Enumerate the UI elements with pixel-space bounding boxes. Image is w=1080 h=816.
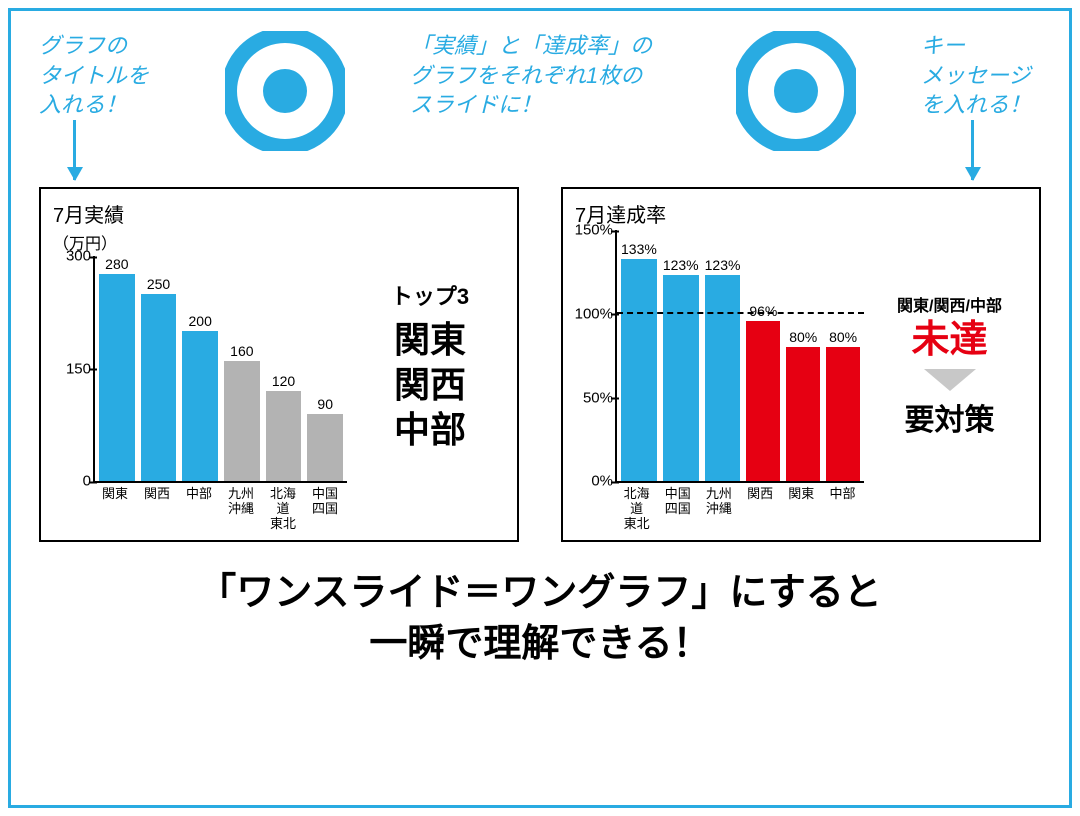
bar-value-label: 123% bbox=[705, 257, 741, 273]
chart1-msg-line: 関東 bbox=[394, 317, 466, 362]
bar-value-label: 80% bbox=[789, 329, 817, 345]
bullseye-icon bbox=[736, 31, 856, 151]
annotation-middle: 「実績」と「達成率」の グラフをそれぞれ1枚の スライドに！ bbox=[410, 31, 670, 120]
chart2-bars: 133% 123% 123% 96% 80% 80% bbox=[617, 230, 864, 481]
main-frame: グラフの タイトルを 入れる！ 「実績」と「達成率」の グラフをそれぞれ1枚の … bbox=[8, 8, 1072, 808]
chart1-msg-line: 関西 bbox=[394, 362, 466, 407]
bar-rect bbox=[99, 274, 135, 481]
annotation-left-text: グラフの タイトルを 入れる！ bbox=[39, 31, 159, 120]
annotation-middle-text: 「実績」と「達成率」の グラフをそれぞれ1枚の スライドに！ bbox=[410, 31, 670, 120]
ytick-label: 0 bbox=[47, 473, 91, 490]
chart1-subtitle: （万円） bbox=[53, 230, 347, 254]
chart1-bars: 280 250 200 160 120 90 bbox=[95, 256, 347, 481]
chart-slide-results: 7月実績 （万円） 28025020016012090 3001500 関東関西… bbox=[39, 187, 519, 542]
xlabel: 中部 bbox=[181, 487, 217, 532]
xlabel: 関東 bbox=[97, 487, 133, 532]
bar-rect bbox=[621, 259, 657, 482]
bar: 250 bbox=[141, 256, 177, 481]
arrow-down-right-icon bbox=[971, 120, 974, 180]
annotation-right: キー メッセージ を入れる！ bbox=[921, 31, 1041, 185]
xlabel: 九州 沖縄 bbox=[223, 487, 259, 532]
chart2-msg-footer: 要対策 bbox=[905, 395, 995, 439]
chart2-msg-red: 未達 bbox=[911, 320, 987, 362]
bar-rect bbox=[786, 347, 820, 481]
annotations-row: グラフの タイトルを 入れる！ 「実績」と「達成率」の グラフをそれぞれ1枚の … bbox=[39, 31, 1041, 185]
bar-value-label: 90 bbox=[317, 396, 333, 412]
xlabel: 関東 bbox=[784, 487, 819, 532]
chart2-area: 7月達成率 133%123%123%96%80%80% 150%100%50%0… bbox=[575, 199, 864, 532]
chart2-key-message: 関東/関西/中部 未達 要対策 bbox=[872, 199, 1027, 532]
ytick-label: 100% bbox=[569, 305, 613, 322]
xlabel: 九州 沖縄 bbox=[701, 487, 736, 532]
bar: 90 bbox=[307, 256, 343, 481]
bar: 160 bbox=[224, 256, 260, 481]
bullseye-icon bbox=[225, 31, 345, 151]
chart1-xlabels: 関東関西中部九州 沖縄北海道 東北中国 四国 bbox=[93, 487, 347, 532]
bar-value-label: 280 bbox=[105, 256, 128, 272]
chart1-title: 7月実績 bbox=[53, 199, 347, 228]
charts-row: 7月実績 （万円） 28025020016012090 3001500 関東関西… bbox=[39, 187, 1041, 542]
bar-value-label: 200 bbox=[189, 313, 212, 329]
bar: 96% bbox=[746, 230, 780, 481]
chart-slide-achievement: 7月達成率 133% 123% 123% 96% 80% 80% 150% 100% 50% 0… bbox=[561, 187, 1041, 542]
triangle-down-icon bbox=[924, 369, 976, 391]
chart2-xlabels: 北海道 東北中国 四国九州 沖縄関西関東中部 bbox=[615, 487, 864, 532]
bar-value-label: 250 bbox=[147, 276, 170, 292]
ytick-label: 0% bbox=[569, 473, 613, 490]
bar: 133% bbox=[621, 230, 657, 481]
arrow-down-left-icon bbox=[73, 120, 76, 180]
bar-rect bbox=[826, 347, 860, 481]
chart1-msg-line: 中部 bbox=[394, 407, 466, 452]
bar: 123% bbox=[663, 230, 699, 481]
bar-rect bbox=[663, 275, 699, 481]
xlabel: 中国 四国 bbox=[660, 487, 695, 532]
xlabel: 中国 四国 bbox=[307, 487, 343, 532]
xlabel: 関西 bbox=[743, 487, 778, 532]
xlabel: 北海道 東北 bbox=[619, 487, 654, 532]
ytick-label: 150 bbox=[47, 360, 91, 377]
bar-rect bbox=[182, 331, 218, 481]
bar: 123% bbox=[705, 230, 741, 481]
bar-rect bbox=[266, 391, 302, 481]
bar-value-label: 160 bbox=[230, 343, 253, 359]
ytick-label: 50% bbox=[569, 389, 613, 406]
bar-rect bbox=[705, 275, 741, 481]
xlabel: 北海道 東北 bbox=[265, 487, 301, 532]
bar-rect bbox=[746, 321, 780, 482]
bottom-message: 「ワンスライド＝ワングラフ」にすると 一瞬で理解できる！ bbox=[39, 568, 1041, 671]
bar: 80% bbox=[786, 230, 820, 481]
bar-value-label: 80% bbox=[829, 329, 857, 345]
chart2-msg-subhead: 関東/関西/中部 bbox=[897, 292, 1002, 316]
bar-rect bbox=[141, 294, 177, 482]
chart1-area: 7月実績 （万円） 28025020016012090 3001500 関東関西… bbox=[53, 199, 347, 532]
bar-rect bbox=[224, 361, 260, 481]
bar-value-label: 96% bbox=[749, 303, 777, 319]
chart2-title: 7月達成率 bbox=[575, 199, 864, 228]
chart1-msg-heading: トップ3 bbox=[391, 279, 469, 311]
ytick-label: 300 bbox=[47, 248, 91, 265]
chart1-plot: 28025020016012090 3001500 bbox=[93, 256, 347, 483]
annotation-left: グラフの タイトルを 入れる！ bbox=[39, 31, 159, 185]
reference-line bbox=[617, 312, 864, 314]
bar: 120 bbox=[266, 256, 302, 481]
bar: 200 bbox=[182, 256, 218, 481]
xlabel: 関西 bbox=[139, 487, 175, 532]
chart1-key-message: トップ3 関東 関西 中部 bbox=[355, 199, 505, 532]
ytick-label: 150% bbox=[569, 222, 613, 239]
chart2-plot: 133%123%123%96%80%80% 150%100%50%0% bbox=[615, 230, 864, 483]
bar-value-label: 120 bbox=[272, 373, 295, 389]
bar: 80% bbox=[826, 230, 860, 481]
bar: 280 bbox=[99, 256, 135, 481]
annotation-right-text: キー メッセージ を入れる！ bbox=[921, 31, 1041, 120]
bar-rect bbox=[307, 414, 343, 482]
bar-value-label: 133% bbox=[621, 241, 657, 257]
xlabel: 中部 bbox=[825, 487, 860, 532]
bar-value-label: 123% bbox=[663, 257, 699, 273]
